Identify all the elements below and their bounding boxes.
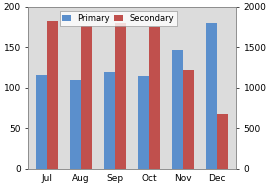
Bar xyxy=(36,75,47,169)
Bar xyxy=(115,23,126,169)
Bar xyxy=(217,115,228,169)
Bar xyxy=(104,72,115,169)
Bar xyxy=(138,76,149,169)
Bar xyxy=(47,21,58,169)
Bar xyxy=(183,70,194,169)
Bar xyxy=(81,25,92,169)
Bar xyxy=(206,23,217,169)
Bar xyxy=(70,80,81,169)
Legend: Primary, Secondary: Primary, Secondary xyxy=(59,11,177,26)
Bar xyxy=(172,50,183,169)
Bar xyxy=(149,27,160,169)
